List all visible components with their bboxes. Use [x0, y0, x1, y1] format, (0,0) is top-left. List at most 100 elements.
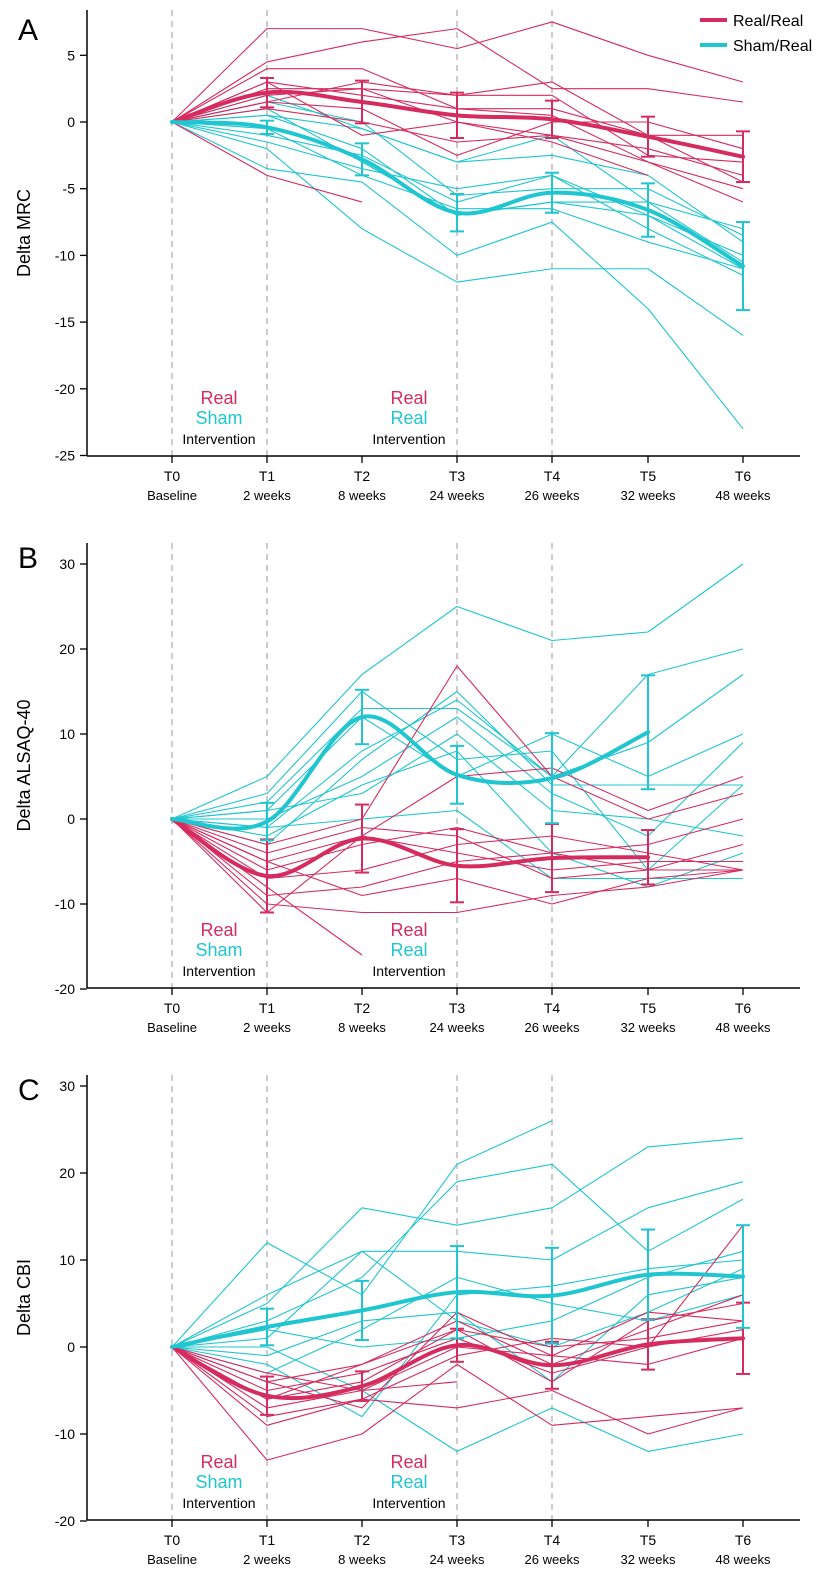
x-tick-sublabel: 8 weeks	[338, 488, 386, 503]
x-tick-label: T2	[354, 468, 371, 484]
y-tick-label: 20	[59, 641, 75, 657]
x-tick-label: T1	[259, 1000, 276, 1016]
phase-label-line1: Real	[200, 388, 237, 408]
legend-label-sham: Sham/Real	[733, 38, 812, 55]
y-tick-label: -10	[55, 1426, 75, 1442]
x-tick-label: T6	[735, 1532, 752, 1548]
y-tick-label: -20	[55, 1513, 75, 1529]
phase-label-line1: Real	[200, 920, 237, 940]
x-tick-label: T3	[449, 1532, 466, 1548]
y-tick-label: 30	[59, 556, 75, 572]
x-tick-label: T6	[735, 1000, 752, 1016]
phase-label-line1: Real	[200, 1452, 237, 1472]
x-tick-sublabel: 8 weeks	[338, 1552, 386, 1567]
phase-label-line1: Real	[390, 1452, 427, 1472]
y-tick-label: 30	[59, 1078, 75, 1094]
panel-a: A 5 0 -5 -10 -15 -20 -25 Delta MRC T0 Baseline T1 2 …	[14, 10, 800, 503]
y-tick-label: 10	[59, 1252, 75, 1268]
x-tick-sublabel: 8 weeks	[338, 1020, 386, 1035]
phase-label-line3: Intervention	[182, 963, 255, 979]
x-tick-label: T1	[259, 1532, 276, 1548]
phase-label-line1: Real	[390, 388, 427, 408]
phase-label-line3: Intervention	[182, 1495, 255, 1511]
x-tick-sublabel: 32 weeks	[621, 1020, 676, 1035]
y-tick-label: 0	[67, 1339, 75, 1355]
legend-label-real: Real/Real	[733, 13, 803, 30]
individual-line-real	[171, 1346, 744, 1435]
phase-label-line3: Intervention	[372, 1495, 445, 1511]
y-tick-label: -15	[55, 314, 75, 330]
y-axis-label: Delta MRC	[14, 189, 34, 277]
individual-line-sham	[171, 121, 744, 430]
x-tick-label: T5	[640, 1532, 657, 1548]
individual-line-real	[171, 28, 744, 123]
individual-line-sham	[171, 563, 744, 820]
y-tick-label: -10	[55, 896, 75, 912]
individual-line-real	[171, 1346, 744, 1461]
x-tick-label: T4	[544, 1532, 561, 1548]
y-tick-label: 0	[67, 811, 75, 827]
y-tick-label: -10	[55, 247, 75, 263]
panel-b: B 30 20 10 0 -10 -20 Delta ALSAQ-40 T0 Baseline T1…	[14, 542, 800, 1035]
x-tick-sublabel: 26 weeks	[525, 1020, 580, 1035]
y-tick-label: -5	[63, 181, 76, 197]
x-tick-sublabel: Baseline	[147, 1552, 197, 1567]
phase-label-line1: Real	[390, 920, 427, 940]
individual-line-sham	[171, 1137, 744, 1348]
phase-label-line2: Sham	[195, 1472, 242, 1492]
x-tick-sublabel: 26 weeks	[525, 1552, 580, 1567]
mean-line-sham	[170, 714, 650, 831]
x-tick-label: T3	[449, 468, 466, 484]
x-tick-label: T1	[259, 468, 276, 484]
x-tick-sublabel: 24 weeks	[430, 488, 485, 503]
x-tick-label: T4	[544, 468, 561, 484]
y-tick-label: -25	[55, 448, 75, 464]
y-tick-label: -20	[55, 381, 75, 397]
x-tick-sublabel: 24 weeks	[430, 1020, 485, 1035]
panel-c: C 30 20 10 0 -10 -20 Delta CBI T0 Baseline T1 2 wee…	[14, 1074, 800, 1567]
phase-label-line3: Intervention	[372, 431, 445, 447]
phase-label-line2: Real	[390, 940, 427, 960]
x-tick-label: T6	[735, 468, 752, 484]
y-axis-label: Delta ALSAQ-40	[14, 699, 34, 831]
panel-letter: C	[18, 1074, 40, 1107]
individual-line-sham	[171, 121, 744, 336]
individual-line-real	[171, 81, 649, 176]
individual-line-sham	[172, 1346, 744, 1452]
phase-label-line3: Intervention	[182, 431, 255, 447]
x-tick-sublabel: 26 weeks	[525, 488, 580, 503]
x-tick-label: T4	[544, 1000, 561, 1016]
phase-label-line2: Sham	[195, 940, 242, 960]
phase-label-line2: Sham	[195, 408, 242, 428]
x-tick-sublabel: Baseline	[147, 1020, 197, 1035]
y-tick-label: -20	[55, 981, 75, 997]
x-tick-sublabel: 48 weeks	[716, 1552, 771, 1567]
x-tick-label: T0	[164, 468, 181, 484]
x-tick-sublabel: 2 weeks	[243, 1552, 291, 1567]
y-axis-label: Delta CBI	[14, 1259, 34, 1336]
phase-label-line2: Real	[390, 1472, 427, 1492]
individual-line-real	[171, 121, 363, 203]
individual-line-real	[171, 1346, 458, 1409]
y-tick-label: 20	[59, 1165, 75, 1181]
x-tick-label: T0	[164, 1532, 181, 1548]
x-tick-sublabel: 48 weeks	[716, 488, 771, 503]
mean-line-real	[170, 817, 650, 878]
x-tick-sublabel: Baseline	[147, 488, 197, 503]
y-tick-label: 5	[67, 47, 75, 63]
y-tick-label: 0	[67, 114, 75, 130]
phase-label-line2: Real	[390, 408, 427, 428]
x-tick-sublabel: 2 weeks	[243, 1020, 291, 1035]
individual-line-real	[171, 21, 744, 123]
panel-letter: B	[18, 542, 38, 575]
panels-layer: A 5 0 -5 -10 -15 -20 -25 Delta MRC T0 Baseline T1 2 …	[14, 10, 800, 1567]
x-tick-label: T5	[640, 1000, 657, 1016]
x-tick-label: T0	[164, 1000, 181, 1016]
individual-line-real	[171, 108, 744, 190]
y-tick-label: 10	[59, 726, 75, 742]
x-tick-label: T2	[354, 1532, 371, 1548]
x-tick-sublabel: 48 weeks	[716, 1020, 771, 1035]
legend: Real/Real Sham/Real	[700, 13, 812, 55]
x-tick-label: T2	[354, 1000, 371, 1016]
